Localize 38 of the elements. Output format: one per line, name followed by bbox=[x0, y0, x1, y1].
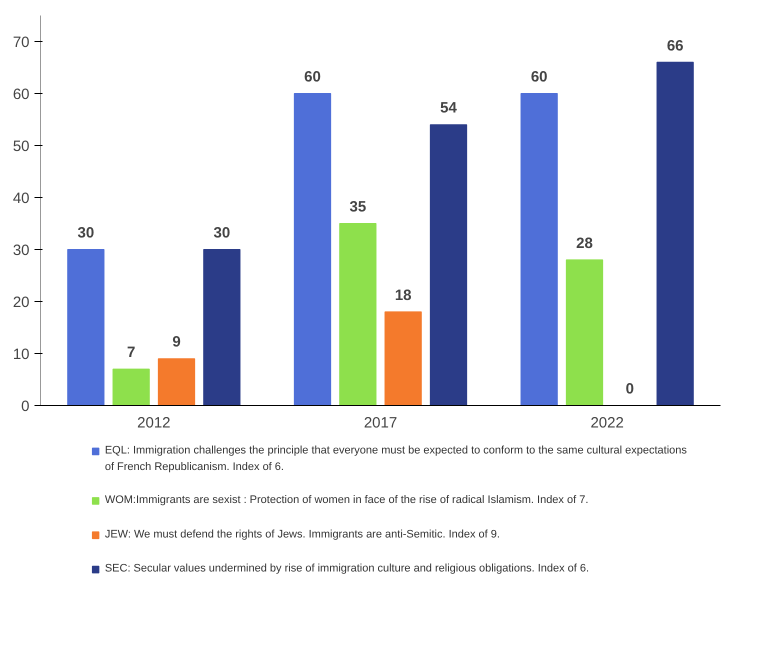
bar bbox=[158, 358, 196, 406]
data-label: 35 bbox=[349, 198, 366, 216]
legend-label: JEW: We must defend the rights of Jews. Immigrants are anti-Semitic. Index of 9. bbox=[104, 528, 500, 540]
bar bbox=[112, 368, 150, 406]
legend-label: EQL: Immigration challenges the principle that everyone must be expected to conform to the same cultural expectations of French Republicanism. Index of 6. bbox=[104, 444, 688, 474]
bar bbox=[203, 249, 240, 406]
data-label: 30 bbox=[77, 224, 94, 242]
data-label: 7 bbox=[126, 344, 136, 362]
x-tick-label: 2017 bbox=[364, 414, 398, 432]
data-label: 54 bbox=[440, 100, 458, 117]
data-label: 30 bbox=[213, 224, 230, 242]
y-tick-label: 40 bbox=[12, 190, 30, 207]
data-label: 66 bbox=[666, 37, 684, 54]
data-label: 28 bbox=[576, 234, 593, 252]
legend-label: WOM:Immigrants are sexist : Protection of women in face of the rise of radical Islamism. Index of 7. bbox=[104, 494, 588, 506]
bar bbox=[430, 124, 468, 406]
x-tick-label: 2022 bbox=[590, 414, 624, 432]
data-label: 60 bbox=[304, 68, 321, 86]
y-tick-label: 10 bbox=[12, 346, 30, 363]
data-label: 0 bbox=[626, 380, 634, 398]
y-tick-label: 60 bbox=[12, 86, 30, 103]
data-label: 60 bbox=[530, 68, 548, 86]
bar bbox=[566, 259, 604, 406]
y-tick-label: 20 bbox=[12, 294, 30, 311]
bar bbox=[67, 249, 104, 406]
x-tick-label: 2012 bbox=[137, 414, 171, 432]
y-tick-label: 30 bbox=[12, 242, 30, 259]
y-tick-label: 50 bbox=[12, 138, 30, 155]
bar bbox=[384, 311, 422, 406]
bar bbox=[656, 62, 694, 406]
bar bbox=[294, 93, 332, 406]
bar bbox=[520, 93, 558, 406]
y-tick-label: 0 bbox=[21, 398, 30, 415]
data-label: 18 bbox=[394, 286, 412, 304]
bar bbox=[339, 223, 376, 406]
y-tick-label: 70 bbox=[12, 34, 30, 51]
data-label: 9 bbox=[172, 334, 181, 351]
legend-label: SEC: Secular values undermined by rise of immigration culture and religious obligations. Index of 6. bbox=[104, 562, 590, 575]
